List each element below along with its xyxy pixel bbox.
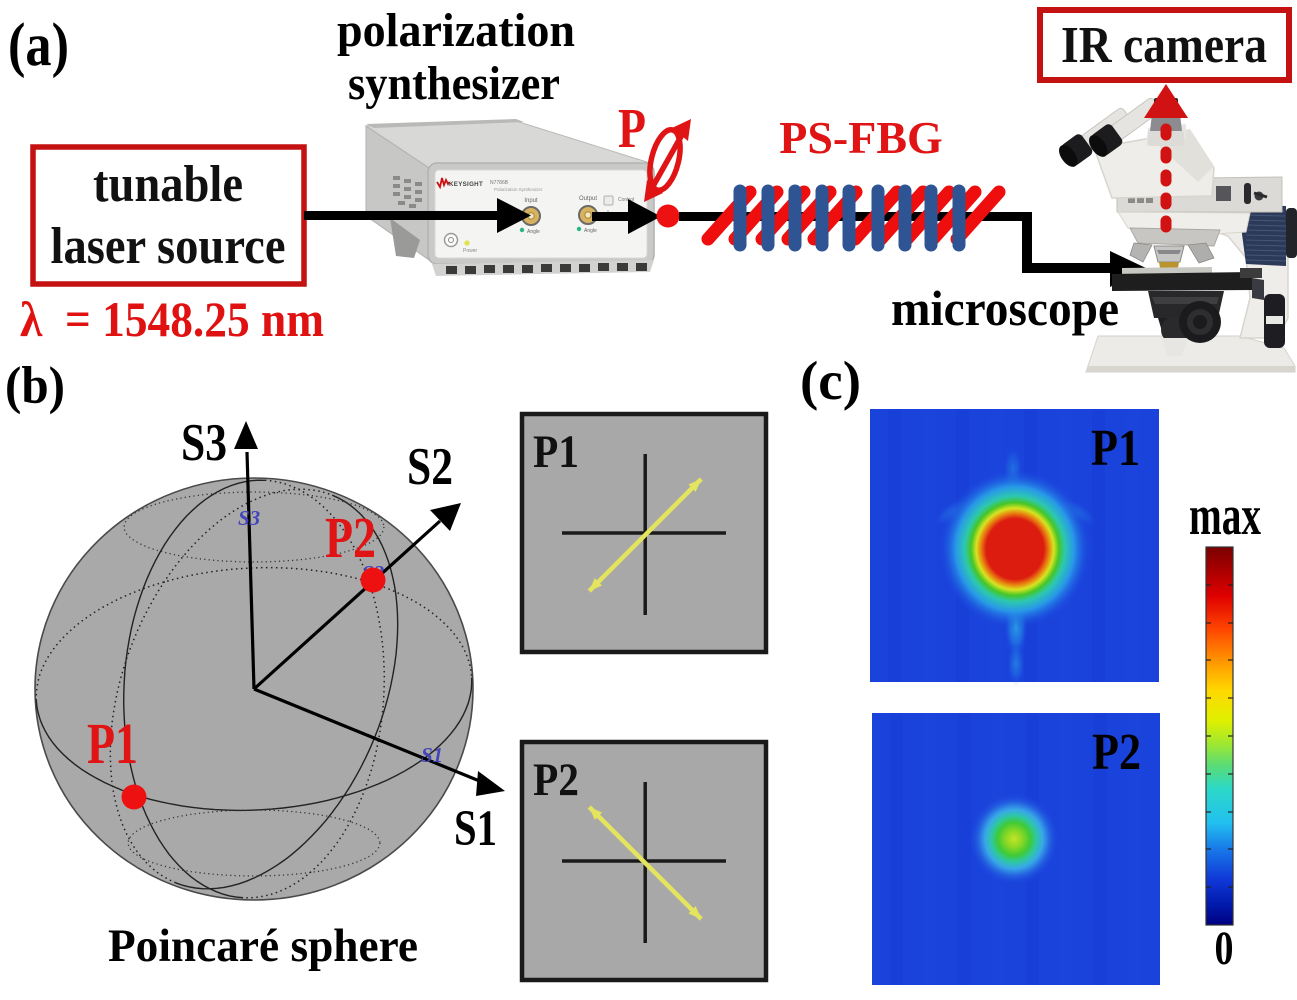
svg-text:Poincaré sphere: Poincaré sphere bbox=[108, 920, 418, 972]
svg-text:S3: S3 bbox=[238, 506, 260, 530]
svg-text:P2: P2 bbox=[533, 754, 579, 806]
svg-text:(c): (c) bbox=[800, 350, 861, 411]
svg-text:P1: P1 bbox=[87, 711, 138, 776]
svg-text:S2: S2 bbox=[407, 438, 453, 496]
svg-text:P2: P2 bbox=[325, 505, 376, 570]
svg-text:Polarization Synthesizer: Polarization Synthesizer bbox=[494, 187, 543, 192]
svg-text:max: max bbox=[1189, 485, 1261, 547]
svg-text:polarization: polarization bbox=[337, 4, 575, 57]
svg-text:tunable: tunable bbox=[93, 156, 243, 213]
svg-text:N7786B: N7786B bbox=[490, 180, 509, 186]
svg-text:synthesizer: synthesizer bbox=[348, 57, 560, 110]
svg-text:Angle: Angle bbox=[584, 228, 597, 234]
svg-text:P1: P1 bbox=[1091, 420, 1140, 477]
svg-text:S3: S3 bbox=[181, 414, 227, 472]
svg-text:microscope: microscope bbox=[891, 280, 1119, 336]
svg-text:S1: S1 bbox=[454, 801, 497, 857]
svg-text:Power: Power bbox=[463, 248, 478, 254]
svg-text:P1: P1 bbox=[533, 426, 579, 478]
svg-text:P2: P2 bbox=[1092, 724, 1141, 781]
svg-text:Input: Input bbox=[524, 198, 538, 204]
svg-text:λ = 1548.25 nm: λ = 1548.25 nm bbox=[20, 291, 324, 347]
svg-text:(b): (b) bbox=[5, 357, 65, 415]
svg-text:KEYSIGHT: KEYSIGHT bbox=[449, 181, 483, 188]
svg-text:IR camera: IR camera bbox=[1061, 17, 1267, 74]
svg-text:S1: S1 bbox=[421, 743, 443, 767]
svg-text:Control: Control bbox=[618, 197, 634, 203]
svg-text:P: P bbox=[618, 98, 646, 160]
svg-text:PS-FBG: PS-FBG bbox=[779, 112, 943, 163]
svg-text:0: 0 bbox=[1215, 922, 1234, 975]
svg-text:laser source: laser source bbox=[51, 218, 286, 275]
svg-text:(a): (a) bbox=[8, 12, 69, 79]
svg-text:Angle: Angle bbox=[527, 229, 540, 235]
svg-text:Output: Output bbox=[579, 196, 597, 202]
